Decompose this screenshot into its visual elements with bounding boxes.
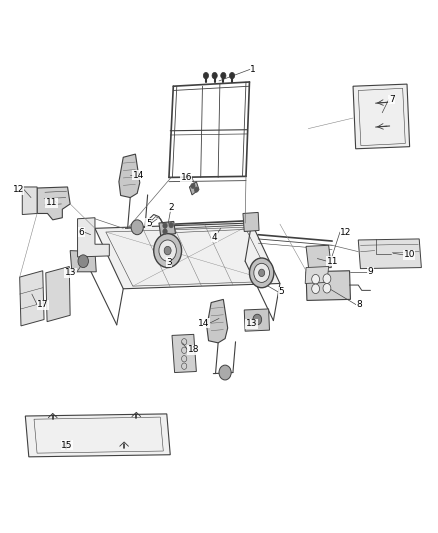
Text: 6: 6 xyxy=(78,228,84,237)
Text: 18: 18 xyxy=(187,345,199,354)
Text: 13: 13 xyxy=(65,268,76,277)
Circle shape xyxy=(169,222,173,228)
Circle shape xyxy=(323,284,331,293)
Text: 15: 15 xyxy=(61,441,73,450)
Polygon shape xyxy=(159,221,176,236)
Text: 14: 14 xyxy=(133,171,144,180)
Circle shape xyxy=(250,258,274,288)
Text: 12: 12 xyxy=(13,185,24,194)
Circle shape xyxy=(78,255,88,268)
Circle shape xyxy=(254,263,269,282)
Polygon shape xyxy=(119,154,140,198)
Circle shape xyxy=(312,284,320,294)
Circle shape xyxy=(194,187,198,192)
Polygon shape xyxy=(353,84,410,149)
Text: 3: 3 xyxy=(166,258,172,266)
Circle shape xyxy=(219,365,231,380)
Circle shape xyxy=(312,274,320,284)
Circle shape xyxy=(221,72,226,79)
Polygon shape xyxy=(189,182,199,195)
Polygon shape xyxy=(243,213,259,231)
Polygon shape xyxy=(70,251,96,272)
Polygon shape xyxy=(78,217,110,257)
Circle shape xyxy=(323,274,331,284)
Polygon shape xyxy=(244,309,269,331)
Polygon shape xyxy=(172,334,196,373)
Circle shape xyxy=(159,240,177,261)
Circle shape xyxy=(163,229,167,234)
Circle shape xyxy=(253,314,261,325)
Circle shape xyxy=(154,233,182,268)
Text: 12: 12 xyxy=(340,228,351,237)
Text: 4: 4 xyxy=(212,233,217,242)
Circle shape xyxy=(164,246,171,255)
Polygon shape xyxy=(95,223,280,289)
Polygon shape xyxy=(22,187,37,215)
Polygon shape xyxy=(20,271,44,326)
Polygon shape xyxy=(25,414,170,457)
Circle shape xyxy=(131,220,143,235)
Polygon shape xyxy=(305,266,328,284)
Polygon shape xyxy=(207,300,228,343)
Polygon shape xyxy=(306,245,331,269)
Polygon shape xyxy=(37,187,70,220)
Text: 11: 11 xyxy=(46,198,57,207)
Text: 9: 9 xyxy=(368,268,374,276)
Polygon shape xyxy=(358,239,421,269)
Text: 5: 5 xyxy=(146,219,152,228)
Text: 2: 2 xyxy=(168,203,174,212)
Circle shape xyxy=(230,72,235,79)
Circle shape xyxy=(191,183,195,189)
Text: 11: 11 xyxy=(327,257,339,265)
Text: 7: 7 xyxy=(389,95,395,104)
Text: 8: 8 xyxy=(356,300,362,309)
Text: 17: 17 xyxy=(37,300,49,309)
Text: 16: 16 xyxy=(180,173,192,182)
Text: 10: 10 xyxy=(403,251,415,260)
Polygon shape xyxy=(46,266,70,321)
Circle shape xyxy=(203,72,208,79)
Text: 1: 1 xyxy=(251,64,256,74)
Polygon shape xyxy=(306,271,350,301)
Text: 13: 13 xyxy=(246,319,257,328)
Circle shape xyxy=(258,269,265,277)
Circle shape xyxy=(163,223,167,228)
Text: 14: 14 xyxy=(198,319,209,328)
Circle shape xyxy=(212,72,217,79)
Text: 5: 5 xyxy=(278,287,284,296)
